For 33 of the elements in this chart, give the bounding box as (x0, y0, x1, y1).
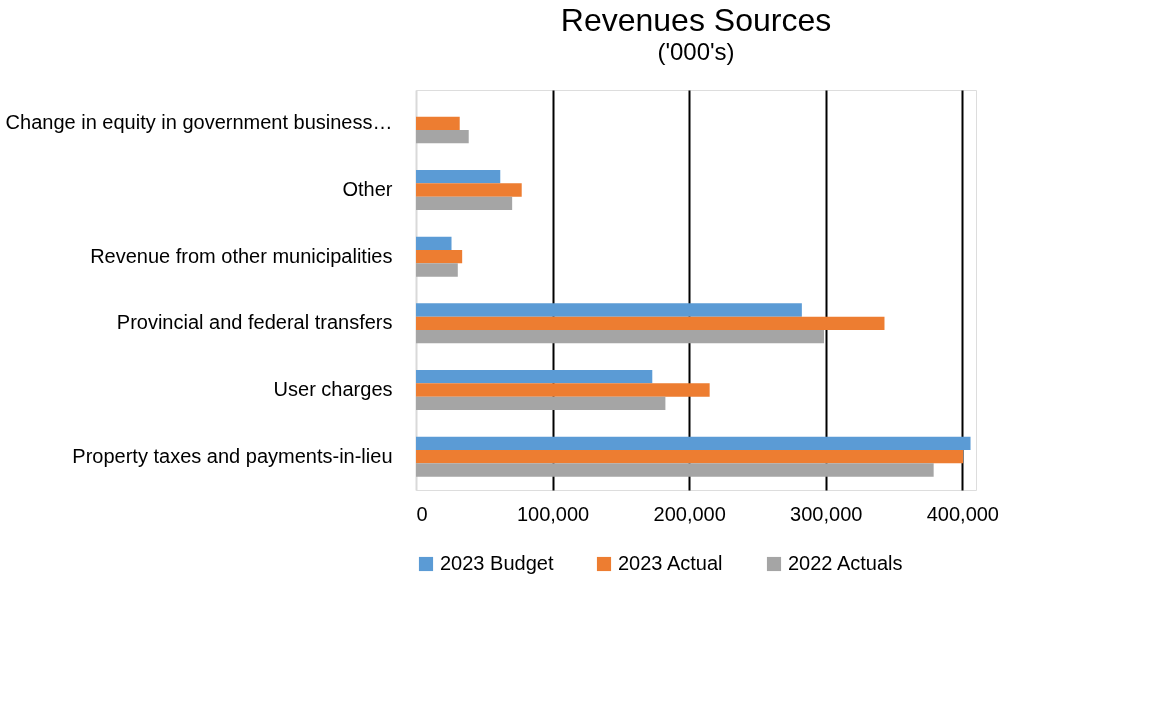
x-tick-label: 400,000 (926, 502, 999, 525)
x-tick-label: 300,000 (790, 502, 863, 525)
bar (416, 183, 522, 197)
y-tick-label: Other (342, 178, 393, 200)
bar (416, 116, 460, 130)
bar (416, 316, 885, 330)
bar (416, 383, 710, 397)
chart-title: Revenues Sources (560, 2, 832, 38)
bar (416, 436, 971, 450)
bar (416, 303, 802, 317)
bar (416, 250, 463, 264)
bar (416, 130, 469, 144)
y-tick-label: User charges (273, 378, 393, 400)
bar (416, 263, 458, 277)
bar (416, 196, 513, 210)
bar (416, 463, 934, 477)
bar (416, 370, 653, 384)
bar (416, 396, 666, 410)
legend-label: 2022 Actuals (788, 552, 903, 574)
x-tick-label: 200,000 (653, 502, 726, 525)
bar (416, 236, 452, 250)
legend-label: 2023 Budget (440, 552, 554, 574)
chart-subtitle: ('000's) (657, 38, 735, 65)
x-tick-label: 0 (416, 502, 428, 525)
y-tick-label: Provincial and federal transfers (116, 311, 393, 334)
y-tick-label: Property taxes and payments-in-lieu (72, 444, 393, 467)
legend-label: 2023 Actual (618, 552, 723, 574)
bar (416, 450, 964, 464)
x-tick-label: 100,000 (516, 502, 590, 525)
bar (416, 170, 501, 184)
y-tick-label: Revenue from other municipalities (90, 244, 393, 267)
y-tick-label: Change in equity in government business… (5, 111, 393, 134)
bar (416, 330, 824, 344)
